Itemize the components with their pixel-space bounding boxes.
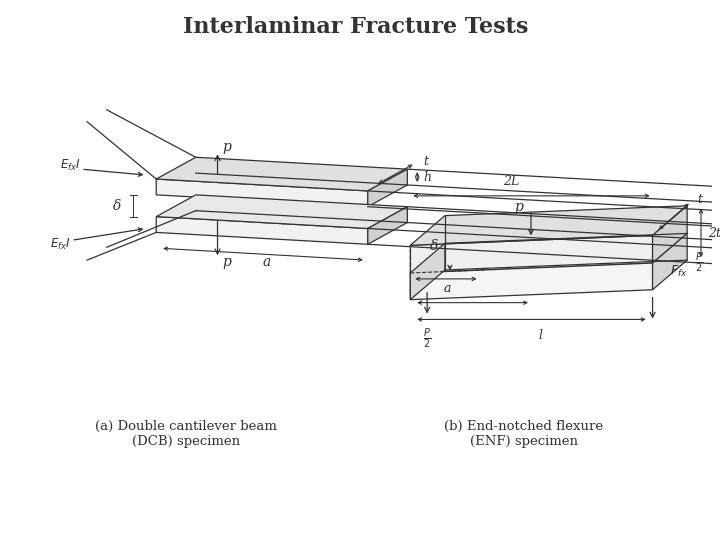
Polygon shape [410,206,687,245]
Text: δ: δ [113,199,122,213]
Text: $F_{fx}$: $F_{fx}$ [670,264,688,279]
Polygon shape [368,207,408,244]
Text: h: h [423,171,431,184]
Polygon shape [156,179,368,207]
Polygon shape [410,235,652,273]
Polygon shape [410,244,445,300]
Text: l: l [539,329,543,342]
Text: t: t [423,155,428,168]
Polygon shape [156,195,408,228]
Text: p: p [514,200,523,214]
Text: p: p [222,255,231,269]
Text: 2L: 2L [503,175,519,188]
Polygon shape [652,233,687,290]
Text: a: a [263,255,271,269]
Polygon shape [410,263,652,300]
Text: $E_{fx}I$: $E_{fx}I$ [60,158,81,173]
Text: (a) Double cantilever beam
(DCB) specimen: (a) Double cantilever beam (DCB) specime… [95,420,276,448]
Text: Interlaminar Fracture Tests: Interlaminar Fracture Tests [184,16,528,38]
Polygon shape [156,217,368,244]
Text: 2t: 2t [708,227,720,240]
Text: $\frac{P}{2}$: $\frac{P}{2}$ [423,326,431,350]
Text: t: t [697,193,702,206]
Polygon shape [652,206,687,263]
Text: $\frac{P}{2}$: $\frac{P}{2}$ [695,251,703,275]
Text: $E_{fx}I$: $E_{fx}I$ [50,237,71,252]
Polygon shape [368,169,408,207]
Text: p: p [222,140,231,154]
Text: (b) End-notched flexure
(ENF) specimen: (b) End-notched flexure (ENF) specimen [444,420,603,448]
Text: δ: δ [430,239,438,253]
Text: a: a [443,282,451,295]
Polygon shape [156,157,408,191]
